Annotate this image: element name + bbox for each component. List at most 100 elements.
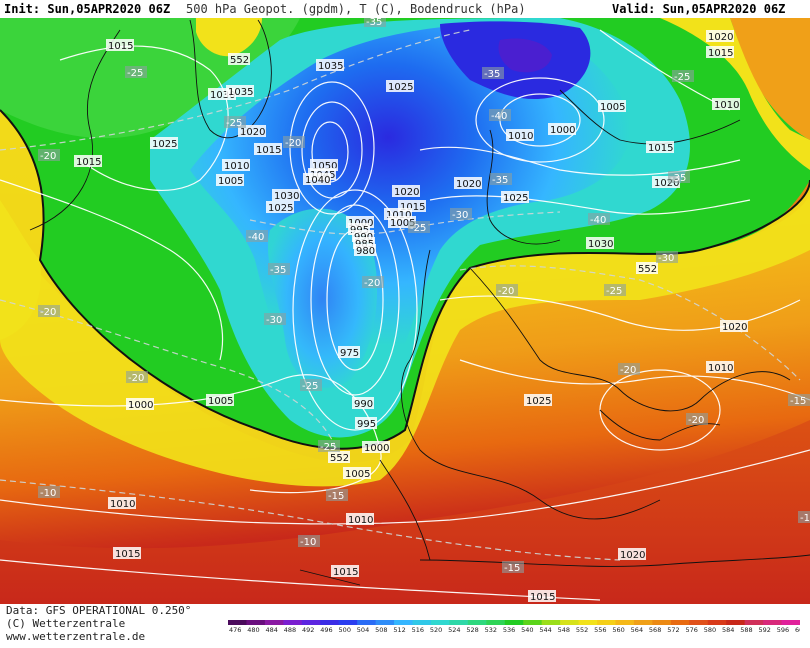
pressure-label: 1040 — [305, 175, 330, 186]
pressure-label-bg — [712, 98, 740, 110]
pressure-label-bg — [272, 189, 300, 201]
temperature-label: -25 — [127, 68, 143, 79]
pressure-label: 995 — [357, 419, 376, 430]
colorbar-label: 488 — [284, 626, 296, 632]
colorbar-swatch — [338, 620, 358, 625]
pressure-label: 1010 — [386, 210, 411, 221]
temperature-labels: -25 -25 -20 -20 -35 -35 -40 -35 -40 -35 -30 -25 -30 -… — [38, 18, 810, 574]
colorbar-swatch — [560, 620, 580, 625]
temperature-label-bg — [672, 70, 694, 82]
colorbar-label: 496 — [320, 626, 332, 632]
pressure-label-bg — [338, 346, 360, 358]
colorbar-label: 564 — [631, 626, 643, 632]
pressure-label-bg — [706, 361, 734, 373]
pressure-label: 1015 — [76, 157, 101, 168]
colorbar-swatch — [264, 620, 284, 625]
temperature-label-bg — [38, 486, 60, 498]
pressure-label: 1020 — [620, 550, 645, 561]
temperature-label: -20 — [285, 138, 301, 149]
pressure-label-bg — [343, 467, 371, 479]
pressure-label: 552 — [330, 453, 349, 464]
pressure-label-bg — [266, 201, 294, 213]
pressure-label: 1020 — [654, 178, 679, 189]
pressure-label: 1015 — [333, 567, 358, 578]
colorbar-swatch — [357, 620, 377, 625]
temperature-label-bg — [450, 208, 472, 220]
colorbar-swatch — [523, 620, 543, 625]
pressure-label: 990 — [354, 399, 373, 410]
colorbar-label: 556 — [594, 626, 606, 632]
colorbar-label: 492 — [302, 626, 314, 632]
colorbar-swatch — [633, 620, 653, 625]
colorbar-swatch — [652, 620, 672, 625]
temperature-label-bg — [502, 561, 524, 573]
isobars — [0, 29, 810, 601]
colorbar-label: 596 — [777, 626, 789, 632]
temperature-label: -35 — [366, 18, 382, 28]
pressure-label: 1015 — [708, 48, 733, 59]
temperature-label: -20 — [128, 373, 144, 384]
pressure-label: 1050 — [312, 161, 337, 172]
pressure-label: 1020 — [240, 127, 265, 138]
pressure-label: 1005 — [218, 176, 243, 187]
pressure-label-bg — [706, 46, 734, 58]
colorbar-swatch — [707, 620, 727, 625]
colorbar-label: 524 — [448, 626, 460, 632]
colorbar-label: 484 — [266, 626, 278, 632]
temperature-label: -30 — [658, 253, 674, 264]
colorbar-swatch — [486, 620, 506, 625]
color-legend: 476 480 484 488 492 496 500 504 508 512 516 520 524 5… — [228, 620, 800, 632]
purple-center — [498, 38, 552, 73]
pressure-label: 1015 — [256, 145, 281, 156]
pressure-label-bg — [392, 185, 420, 197]
temperature-label-bg — [298, 535, 320, 547]
pressure-label-bg — [226, 85, 254, 97]
temperature-label: -25 — [302, 381, 318, 392]
pressure-label: 1020 — [708, 32, 733, 43]
pressure-label: 980 — [356, 246, 375, 257]
colorbar-label: 592 — [758, 626, 770, 632]
chart-header: Init: Sun,05APR2020 06Z 500 hPa Geopot. … — [0, 0, 810, 18]
colorbar-label: 588 — [740, 626, 752, 632]
copyright-text: (C) Wetterzentrale — [6, 617, 126, 630]
pressure-label-bg — [524, 394, 552, 406]
colorbar-swatch — [283, 620, 303, 625]
pressure-label: 1015 — [648, 143, 673, 154]
temperature-label-bg — [490, 173, 512, 185]
pressure-label-bg — [706, 30, 734, 42]
colorbar-swatch — [228, 620, 247, 625]
data-source-text: Data: GFS OPERATIONAL 0.250° — [6, 604, 192, 617]
pressure-label: 1030 — [588, 239, 613, 250]
pressure-label: 1035 — [228, 87, 253, 98]
colorbar-swatch — [744, 620, 764, 625]
website-text: www.wetterzentrale.de — [6, 630, 146, 643]
pressure-label-bg — [354, 244, 376, 256]
temperature-label-bg — [798, 511, 810, 523]
colorbar-swatch — [597, 620, 616, 625]
temperature-label: -20 — [40, 151, 56, 162]
colorbar-swatch — [615, 620, 635, 625]
temperature-label-bg — [268, 263, 290, 275]
pressure-label-bg — [618, 548, 646, 560]
temperature-label-bg — [300, 379, 322, 391]
temperature-label-bg — [246, 230, 268, 242]
yellow-west-edge — [0, 200, 41, 340]
orange-corner-ne — [730, 18, 810, 140]
colorbar-label: 480 — [247, 626, 259, 632]
pressure-label: 1005 — [390, 218, 415, 229]
temperature-label: -25 — [320, 442, 336, 453]
pressure-label: 1005 — [345, 469, 370, 480]
temperature-label: -25 — [226, 118, 242, 129]
pressure-label: 1000 — [128, 400, 153, 411]
pressure-label: 1025 — [503, 193, 528, 204]
temperature-label: -15 — [504, 563, 520, 574]
pressure-label: 1025 — [268, 203, 293, 214]
pressure-label: 1020 — [394, 187, 419, 198]
colorbar-label: 572 — [667, 626, 679, 632]
colorbar-label: 600 — [795, 626, 800, 632]
pressure-label: 552 — [638, 264, 657, 275]
pressure-label: 1030 — [274, 191, 299, 202]
colorbar-label: 540 — [521, 626, 533, 632]
colorbar-label: 528 — [466, 626, 478, 632]
pressure-label: 975 — [340, 348, 359, 359]
